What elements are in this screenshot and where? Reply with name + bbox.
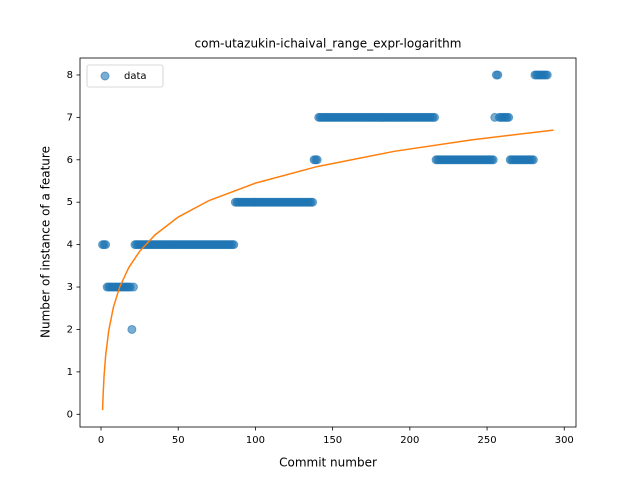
y-axis-label: Number of instance of a feature <box>39 146 53 338</box>
x-tick-label: 300 <box>555 435 574 446</box>
y-tick-label: 6 <box>67 155 73 166</box>
data-point <box>528 155 538 165</box>
plot-frame <box>79 57 577 428</box>
data-point <box>312 155 322 165</box>
y-tick-label: 4 <box>67 240 73 251</box>
y-tick-label: 2 <box>67 324 73 335</box>
y-tick-label: 5 <box>67 197 73 208</box>
data-point <box>504 112 514 122</box>
data-point <box>430 112 440 122</box>
data-point <box>101 240 111 250</box>
x-tick-label: 200 <box>400 435 419 446</box>
x-tick-label: 0 <box>98 435 104 446</box>
y-tick-label: 1 <box>67 367 73 378</box>
x-tick-label: 50 <box>172 435 185 446</box>
x-tick-label: 250 <box>478 435 497 446</box>
x-axis-label: Commit number <box>279 456 377 470</box>
data-point <box>128 282 138 292</box>
legend-label: data <box>124 71 147 82</box>
chart-title: com-utazukin-ichaival_range_expr-logarit… <box>195 37 462 51</box>
y-tick-label: 0 <box>67 409 73 420</box>
data-point <box>308 197 318 207</box>
data-point <box>493 70 503 80</box>
legend-marker <box>100 71 110 81</box>
y-tick-label: 7 <box>67 112 73 123</box>
data-point <box>488 155 498 165</box>
legend-box <box>86 64 164 88</box>
y-tick-label: 8 <box>67 70 73 81</box>
data-point <box>229 240 239 250</box>
data-point <box>542 70 552 80</box>
y-tick-label: 3 <box>67 282 73 293</box>
data-point <box>127 324 137 334</box>
x-tick-label: 150 <box>323 435 342 446</box>
x-tick-label: 100 <box>246 435 265 446</box>
fit-line <box>101 129 554 411</box>
